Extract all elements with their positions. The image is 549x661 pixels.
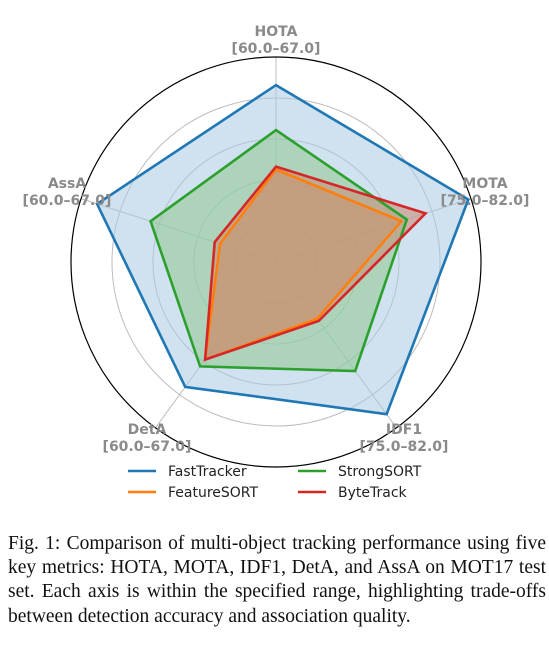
legend-label-strongsort: StrongSORT	[338, 464, 422, 480]
legend-label-featuresort: FeatureSORT	[168, 485, 259, 501]
axis-range-mota: [75.0–82.0]	[441, 193, 530, 209]
axis-label-mota: MOTA	[462, 176, 507, 192]
axis-labels: HOTA[60.0–67.0]MOTA[75.0–82.0]IDF1[75.0–…	[23, 24, 530, 455]
legend: FastTracker StrongSORT FeatureSORT ByteTrac…	[128, 464, 422, 501]
axis-range-deta: [60.0–67.0]	[103, 439, 192, 455]
axis-label-assa: AssA	[48, 176, 87, 192]
series-line-strongsort	[149, 128, 409, 373]
series-line-fasttracker	[95, 83, 470, 416]
figure-caption: Fig. 1: Comparison of multi-object track…	[8, 533, 546, 627]
series-area-bytetrack	[205, 166, 426, 360]
axis-label-idf1: IDF1	[386, 422, 422, 438]
axis-label-hota: HOTA	[255, 24, 298, 40]
axis-range-idf1: [75.0–82.0]	[360, 439, 449, 455]
outer-circle	[70, 56, 482, 468]
axis-range-assa: [60.0–67.0]	[23, 193, 112, 209]
radar-chart: HOTA[60.0–67.0]MOTA[75.0–82.0]IDF1[75.0–…	[23, 24, 530, 501]
axis-label-deta: DetA	[128, 422, 167, 438]
series-line-bytetrack	[203, 165, 428, 362]
legend-label-fasttracker: FastTracker	[168, 464, 247, 480]
radar-series	[95, 83, 470, 416]
legend-label-bytetrack: ByteTrack	[338, 485, 408, 501]
axis-range-hota: [60.0–67.0]	[232, 41, 321, 57]
